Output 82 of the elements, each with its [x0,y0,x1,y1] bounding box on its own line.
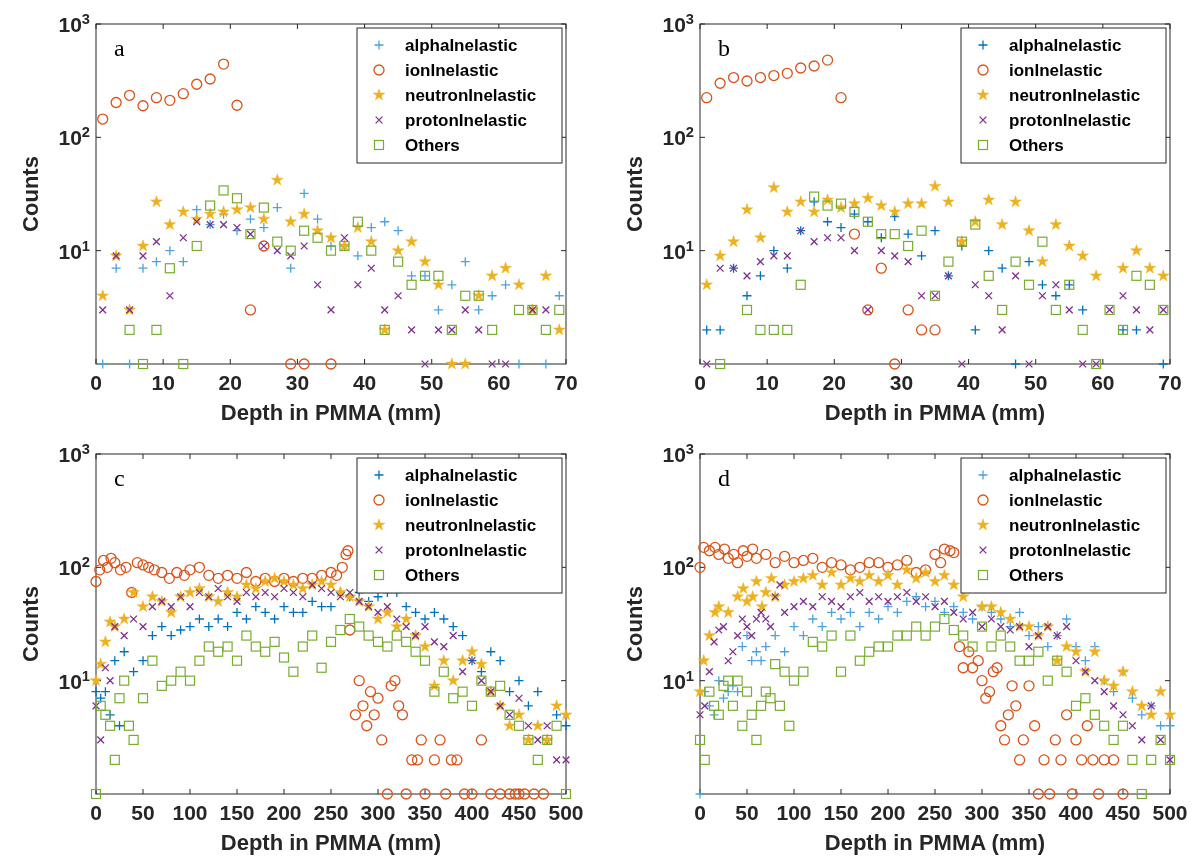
x-tick-label: 200 [266,801,302,824]
x-tick-label: 20 [822,371,846,394]
legend-label: protonInelastic [1009,111,1131,130]
y-tick-label: 10$^{2}$ [58,124,90,150]
legend-label: protonInelastic [405,111,527,130]
x-tick-label: 70 [1158,371,1182,394]
legend-label: neutronInelastic [1009,86,1141,105]
y-tick-label: 10$^{2}$ [662,124,694,150]
legend-label: ionInelastic [1009,61,1103,80]
x-tick-label: 450 [1105,801,1141,824]
legend-label: Others [1009,566,1064,585]
y-tick-label: 10$^{2}$ [662,554,694,580]
x-tick-label: 40 [956,371,981,394]
legend-label: ionInelastic [405,61,499,80]
legend-label: alphaInelastic [1009,36,1122,55]
y-axis-title: Counts [18,586,43,662]
legend-label: Others [1009,136,1064,155]
legend-label: alphaInelastic [405,466,518,485]
x-tick-label: 300 [964,801,1000,824]
y-tick-label: 10$^{3}$ [58,11,90,36]
x-tick-label: 400 [454,801,490,824]
x-tick-label: 250 [313,801,349,824]
x-tick-label: 250 [917,801,953,824]
x-axis-title: Depth in PMMA (mm) [824,400,1046,425]
annotation: b [718,35,730,61]
x-tick-label: 20 [218,371,242,394]
x-tick-label: 40 [352,371,377,394]
y-tick-label: 10$^{1}$ [58,237,90,263]
x-tick-label: 450 [501,801,537,824]
legend-label: neutronInelastic [405,516,537,535]
x-tick-label: 0 [90,801,102,824]
x-tick-label: 10 [151,371,175,394]
x-tick-label: 350 [1011,801,1047,824]
x-tick-label: 400 [1058,801,1094,824]
legend-label: Others [405,136,460,155]
legend-label: Others [405,566,460,585]
x-tick-label: 0 [694,801,706,824]
y-tick-label: 10$^{3}$ [58,441,90,466]
legend-label: neutronInelastic [1009,516,1141,535]
y-axis-title: Counts [622,586,647,662]
y-tick-label: 10$^{1}$ [662,237,694,263]
y-axis-title: Counts [622,156,647,232]
x-tick-label: 50 [1024,371,1048,394]
legend-label: protonInelastic [1009,541,1131,560]
x-tick-label: 500 [1152,801,1188,824]
x-axis-title: Depth in PMMA (mm) [220,400,442,425]
x-tick-label: 500 [548,801,584,824]
legend-label: alphaInelastic [1009,466,1122,485]
x-tick-label: 30 [889,371,914,394]
y-tick-label: 10$^{3}$ [662,441,694,466]
x-tick-label: 10 [755,371,779,394]
legend-label: ionInelastic [1009,491,1103,510]
annotation: a [114,35,125,61]
annotation: d [718,465,730,491]
y-tick-label: 10$^{1}$ [58,667,90,693]
x-tick-label: 150 [219,801,255,824]
legend-label: ionInelastic [405,491,499,510]
legend-label: protonInelastic [405,541,527,560]
x-tick-label: 300 [360,801,396,824]
legend-label: alphaInelastic [405,36,518,55]
x-tick-label: 350 [407,801,443,824]
x-tick-label: 0 [694,371,706,394]
annotation: c [114,465,125,491]
x-tick-label: 60 [487,371,511,394]
x-tick-label: 50 [131,801,155,824]
x-tick-label: 30 [285,371,310,394]
x-axis-title: Depth in PMMA (mm) [220,830,442,855]
x-tick-label: 200 [870,801,906,824]
x-tick-label: 50 [420,371,444,394]
y-axis-title: Counts [18,156,43,232]
x-tick-label: 150 [823,801,859,824]
x-axis-title: Depth in PMMA (mm) [824,830,1046,855]
x-tick-label: 0 [90,371,102,394]
y-tick-label: 10$^{2}$ [58,554,90,580]
legend-label: neutronInelastic [405,86,537,105]
x-tick-label: 100 [172,801,208,824]
x-tick-label: 70 [554,371,578,394]
x-tick-label: 60 [1091,371,1115,394]
x-tick-label: 100 [776,801,812,824]
x-tick-label: 50 [735,801,759,824]
y-tick-label: 10$^{3}$ [662,11,694,36]
y-tick-label: 10$^{1}$ [662,667,694,693]
